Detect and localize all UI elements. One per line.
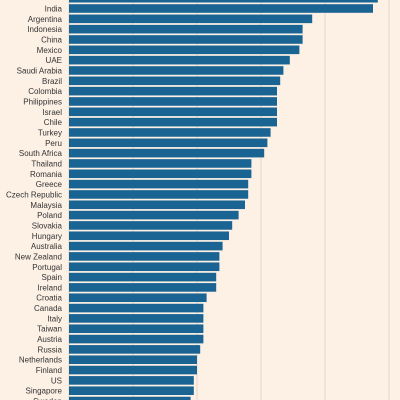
category-label: Hungary (32, 232, 62, 241)
bar (69, 128, 271, 137)
bar (69, 221, 233, 230)
bar (69, 252, 220, 261)
bar (69, 241, 223, 251)
bar (69, 262, 220, 272)
bar (69, 190, 249, 199)
bar (69, 117, 277, 127)
bar (69, 210, 239, 220)
bar (69, 303, 204, 313)
bar (69, 324, 204, 334)
category-label: Australia (31, 242, 63, 251)
category-label: US (51, 376, 62, 385)
category-label: Turkey (38, 128, 62, 137)
bar-partial (69, 0, 378, 3)
bar (69, 376, 194, 385)
bar (69, 86, 277, 96)
bar (69, 76, 281, 86)
category-label: Saudi Arabia (17, 66, 63, 75)
category-label: Ireland (38, 283, 62, 292)
category-label: New Zealand (15, 252, 62, 261)
category-label: India (45, 5, 63, 14)
category-label: Sweden (33, 397, 62, 400)
category-label: Netherlands (19, 356, 62, 365)
bar (69, 396, 191, 400)
category-label: Singapore (26, 387, 63, 396)
category-label: Israel (42, 108, 62, 117)
category-label: Czech Republic (6, 190, 62, 199)
bar (69, 45, 300, 55)
bar (69, 345, 201, 354)
bar (69, 159, 252, 168)
bar (69, 55, 290, 65)
bar (69, 272, 217, 282)
bar (69, 334, 204, 344)
bar (69, 97, 277, 106)
category-label: Indonesia (27, 25, 62, 34)
bar (69, 231, 229, 241)
category-label: Chile (44, 118, 63, 127)
category-label: Thailand (31, 159, 62, 168)
bar (69, 138, 268, 148)
bar (69, 148, 265, 158)
category-label: Brazil (42, 77, 62, 86)
category-label: Canada (34, 304, 63, 313)
category-label: Portugal (32, 263, 62, 272)
category-label: Slovakia (32, 221, 63, 230)
bars (69, 0, 378, 400)
category-label: Romania (30, 170, 63, 179)
category-label: Finland (36, 366, 62, 375)
category-label: Spain (42, 273, 62, 282)
bar (69, 24, 303, 34)
bar (69, 355, 197, 365)
bar (69, 386, 194, 396)
bar (69, 14, 313, 24)
category-label: South Africa (19, 149, 63, 158)
category-label: Colombia (28, 87, 62, 96)
bar (69, 179, 249, 189)
category-label: Argentina (28, 15, 63, 24)
category-label: Philippines (23, 97, 62, 106)
category-label: UAE (46, 56, 62, 65)
category-label: China (41, 35, 62, 44)
bar (69, 66, 284, 75)
bar (69, 169, 252, 179)
category-label: Austria (37, 335, 62, 344)
category-label: Mexico (37, 46, 63, 55)
category-label: Italy (47, 314, 62, 323)
category-label: Russia (38, 345, 63, 354)
bar (69, 4, 373, 13)
bar (69, 293, 207, 303)
bar (69, 365, 197, 375)
category-label: Peru (45, 139, 62, 148)
category-label: Poland (37, 211, 62, 220)
bar (69, 283, 217, 292)
category-label: Malaysia (30, 201, 62, 210)
category-label: Croatia (36, 294, 62, 303)
bar (69, 35, 303, 44)
bar (69, 200, 245, 210)
bar (69, 107, 277, 117)
bar (69, 314, 204, 323)
category-label: Greece (36, 180, 63, 189)
category-label: Taiwan (37, 325, 62, 334)
